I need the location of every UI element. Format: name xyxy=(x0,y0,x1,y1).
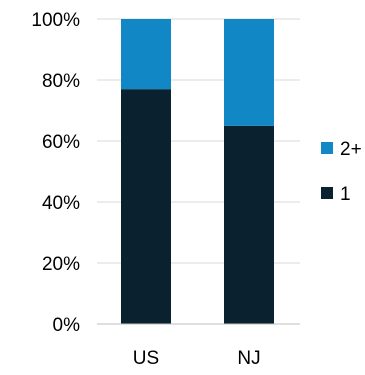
bar-nj-series-2plus xyxy=(224,19,274,126)
y-tick-label: 80% xyxy=(42,71,80,92)
bar-us-series-1 xyxy=(121,89,171,325)
legend: 2+ 1 xyxy=(321,139,362,205)
y-tick-label: 60% xyxy=(42,132,80,153)
legend-swatch-1 xyxy=(321,187,333,199)
y-tick-label: 40% xyxy=(42,193,80,214)
x-tick-label-us: US xyxy=(133,348,159,369)
bars xyxy=(121,19,274,325)
legend-swatch-2plus xyxy=(321,142,333,154)
legend-label-2plus: 2+ xyxy=(340,139,362,160)
legend-label-1: 1 xyxy=(340,184,351,205)
y-tick-label: 20% xyxy=(42,254,80,275)
bar-nj-series-1 xyxy=(224,125,274,324)
x-tick-label-nj: NJ xyxy=(237,348,260,369)
y-axis-tick-labels: 0% 20% 40% 60% 80% 100% xyxy=(31,10,80,336)
x-axis-tick-labels: US NJ xyxy=(133,348,261,369)
y-tick-label: 0% xyxy=(53,315,81,336)
y-tick-label: 100% xyxy=(31,10,80,31)
bar-us-series-2plus xyxy=(121,19,171,90)
